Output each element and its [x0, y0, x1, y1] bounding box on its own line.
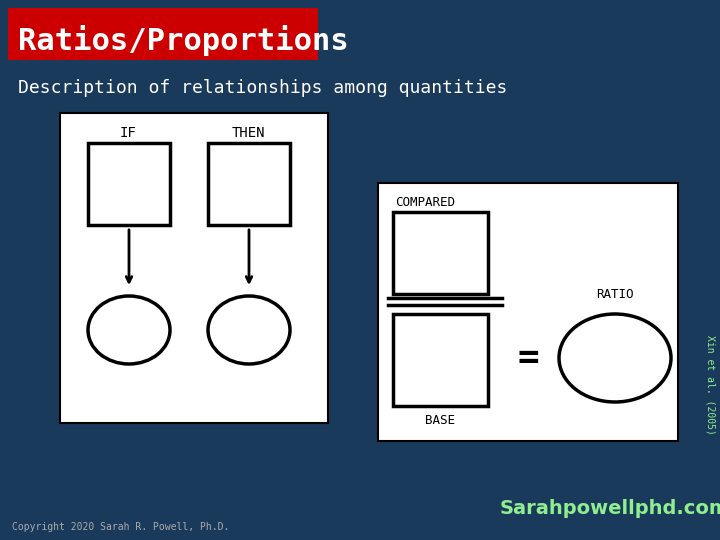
Text: Description of relationships among quantities: Description of relationships among quant…: [18, 79, 508, 97]
Text: =: =: [517, 341, 539, 375]
Text: Ratios/Proportions: Ratios/Proportions: [18, 24, 348, 56]
Bar: [8, 8, 318, 60]
Text: Xin et al. (2005): Xin et al. (2005): [705, 335, 715, 435]
Bar: [393, 212, 488, 294]
Bar: [378, 183, 678, 441]
Text: IF: IF: [120, 126, 136, 140]
Bar: [208, 143, 290, 225]
Ellipse shape: [559, 314, 671, 402]
Text: BASE: BASE: [425, 414, 455, 427]
Text: Copyright 2020 Sarah R. Powell, Ph.D.: Copyright 2020 Sarah R. Powell, Ph.D.: [12, 522, 230, 532]
Bar: [393, 314, 488, 406]
Text: COMPARED: COMPARED: [395, 195, 455, 208]
Text: RATIO: RATIO: [596, 288, 634, 301]
Ellipse shape: [208, 296, 290, 364]
Ellipse shape: [88, 296, 170, 364]
Bar: [60, 113, 328, 423]
Bar: [88, 143, 170, 225]
Text: THEN: THEN: [231, 126, 265, 140]
Text: Sarahpowellphd.com: Sarahpowellphd.com: [500, 498, 720, 517]
